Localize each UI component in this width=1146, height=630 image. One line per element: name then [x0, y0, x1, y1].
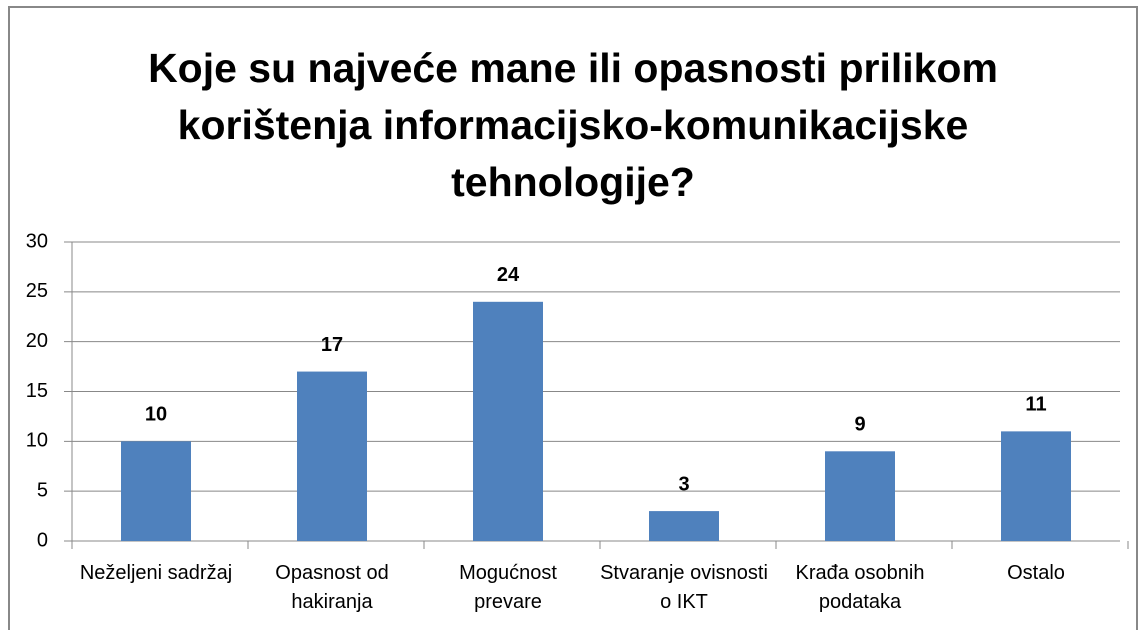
- data-label: 9: [854, 414, 865, 436]
- y-tick-label: 30: [26, 230, 48, 252]
- chart-border: [8, 6, 1138, 630]
- data-label: 17: [321, 334, 343, 356]
- y-tick-label: 20: [26, 330, 48, 352]
- bar: [473, 301, 543, 541]
- y-tick-label: 25: [26, 280, 48, 302]
- y-tick-label: 15: [26, 380, 48, 402]
- data-label: 24: [497, 264, 520, 286]
- x-tick-label: Ostalo: [1007, 562, 1065, 584]
- chart-title: Koje su najveće mane ili opasnosti prili…: [148, 45, 998, 205]
- x-tick-label: Opasnost od hakiranja: [275, 562, 389, 613]
- x-tick-label: Mogućnost prevare: [459, 562, 557, 613]
- bar: [297, 371, 367, 541]
- bar: [121, 441, 191, 541]
- x-tick-label: Neželjeni sadržaj: [79, 562, 233, 584]
- data-label: 11: [1025, 394, 1046, 416]
- bar: [825, 451, 895, 541]
- data-label: 10: [145, 404, 167, 426]
- bar: [1001, 431, 1071, 541]
- data-label: 3: [678, 473, 689, 495]
- y-tick-label: 0: [37, 529, 48, 551]
- x-tick-label: Stvaranje ovisnosti o IKT: [600, 562, 768, 613]
- bar: [649, 511, 719, 541]
- x-tick-label: Krađa osobnih podataka: [795, 562, 925, 613]
- y-tick-label: 10: [26, 430, 48, 452]
- y-tick-label: 5: [37, 479, 48, 501]
